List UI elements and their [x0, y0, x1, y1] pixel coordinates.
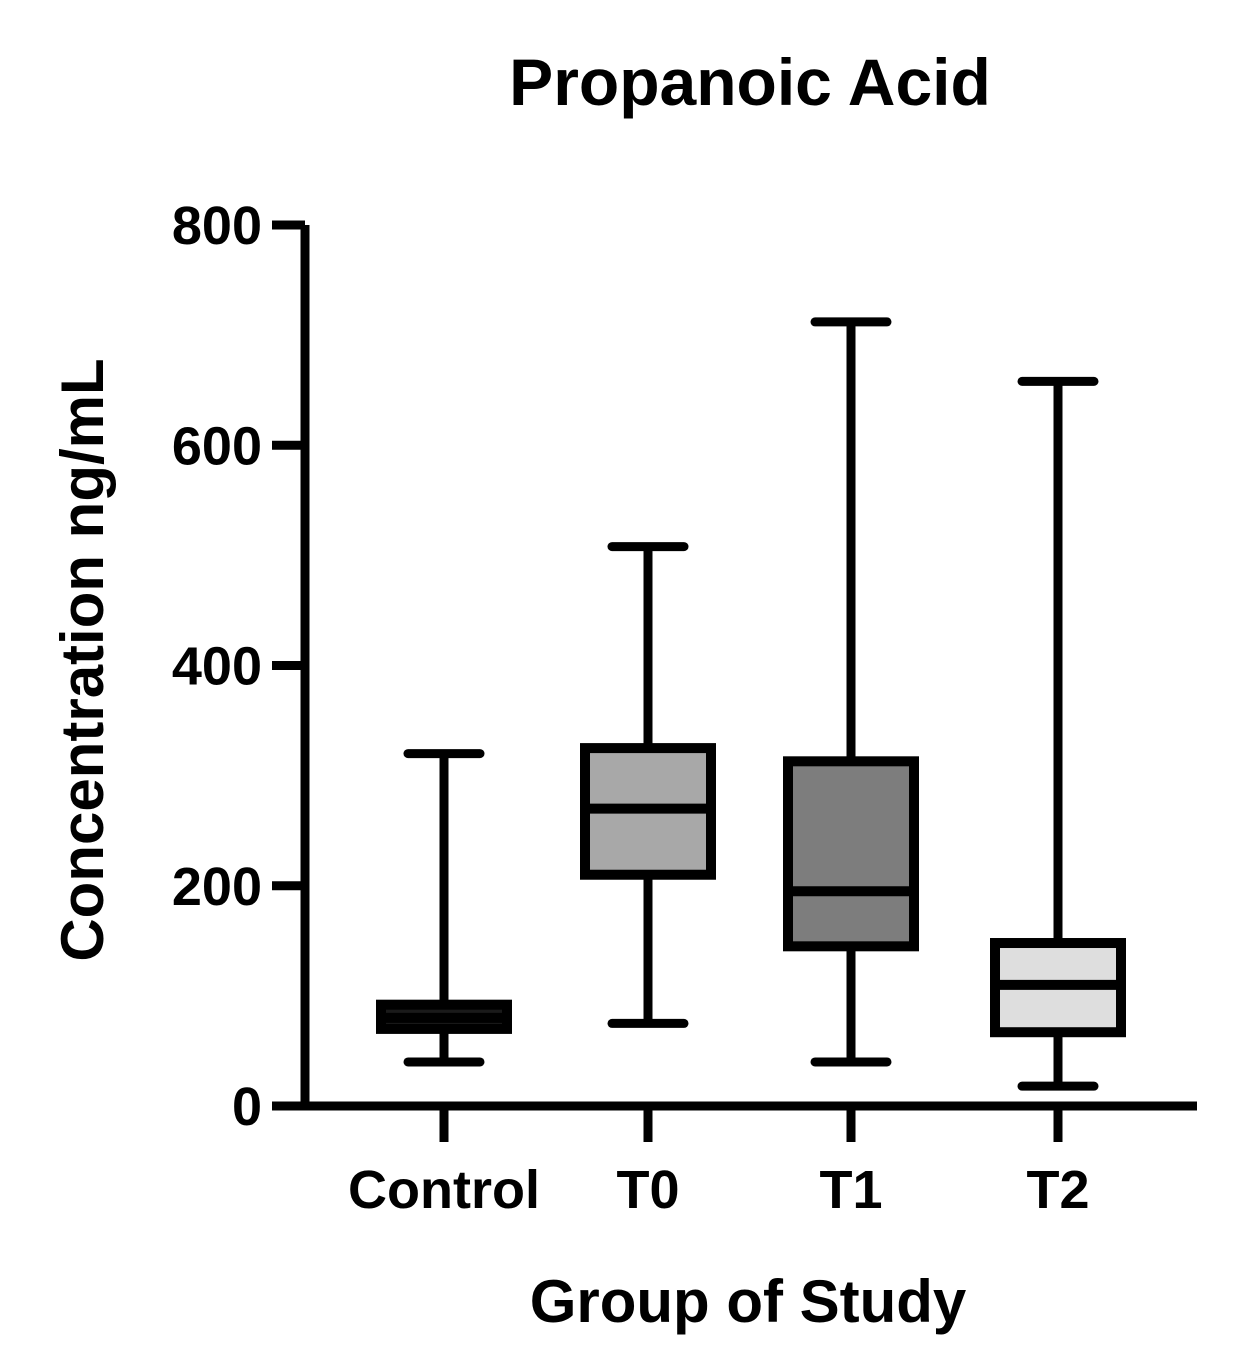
- x-tick-label: Control: [348, 1160, 540, 1220]
- y-tick-label: 0: [232, 1077, 262, 1137]
- y-tick-label: 600: [172, 416, 262, 476]
- x-tick-label: T0: [616, 1160, 679, 1220]
- boxes: [376, 317, 1126, 1091]
- axes: 0 200 400 600 800 Control T0 T1 T2: [172, 196, 1197, 1220]
- chart-title: Propanoic Acid: [509, 45, 991, 119]
- x-tick-label: T2: [1026, 1160, 1089, 1220]
- x-tick-label: T1: [819, 1160, 882, 1220]
- y-tick-label: 800: [172, 196, 262, 256]
- box-iqr: [783, 756, 919, 952]
- box-group-t1: [783, 317, 919, 1067]
- box-group-t0: [580, 542, 716, 1028]
- box-group-t2: [990, 376, 1126, 1091]
- box-group-control: [376, 749, 512, 1067]
- x-axis-title: Group of Study: [530, 1268, 967, 1335]
- y-axis-title: Concentration ng/mL: [49, 358, 116, 961]
- y-tick-label: 200: [172, 857, 262, 917]
- y-tick-label: 400: [172, 637, 262, 697]
